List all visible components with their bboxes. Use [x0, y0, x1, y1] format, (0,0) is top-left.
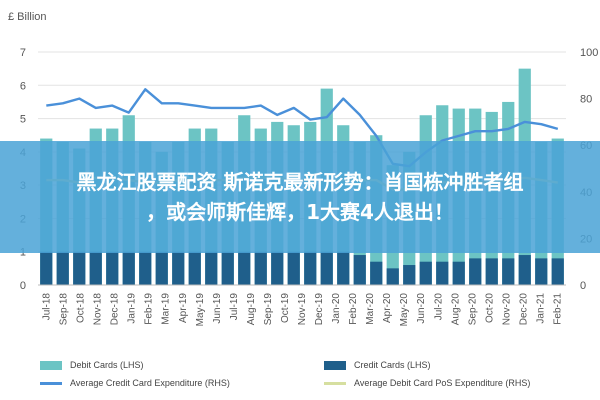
x-tick-label: Oct-19: [280, 293, 291, 323]
bar-credit-cards: [188, 251, 201, 285]
x-tick-label: Jan-19: [127, 293, 138, 324]
x-tick-label: Nov-20: [501, 293, 512, 326]
x-tick-label: Aug-20: [450, 293, 461, 326]
overlay-banner[interactable]: 黑龙江股票配资 斯诺克最新形势：肖国栋冲胜者组 ，或会师斯佳辉，1大赛4人退出！: [0, 141, 600, 253]
bar-credit-cards: [122, 251, 135, 285]
bar-credit-cards: [56, 251, 69, 285]
bar-credit-cards: [73, 251, 86, 285]
x-tick-label: Oct-18: [76, 293, 87, 323]
x-tick-label: Jun-19: [212, 293, 223, 324]
line-avg-credit-expenditure: [46, 88, 559, 168]
x-tick-label: Sep-18: [59, 293, 70, 326]
legend-swatch-avg-credit-expenditure: [40, 381, 62, 385]
y-right-tick-label: 0: [580, 280, 586, 292]
bar-credit-cards: [155, 251, 168, 285]
bar-credit-cards: [353, 255, 366, 285]
x-tick-label: Dec-20: [518, 293, 529, 326]
bar-credit-cards: [172, 251, 185, 285]
bar-credit-cards: [403, 265, 416, 285]
bar-credit-cards: [337, 251, 350, 285]
x-tick-label: Feb-21: [552, 293, 563, 325]
x-tick-label: Apr-19: [178, 293, 189, 323]
bar-credit-cards: [320, 251, 333, 285]
x-tick-label: Mar-20: [365, 293, 376, 325]
x-tick-label: Mar-19: [161, 293, 172, 325]
x-tick-label: Dec-19: [314, 293, 325, 326]
legend-label-credit-cards: Credit Cards (LHS): [354, 360, 431, 370]
bar-credit-cards: [370, 261, 383, 285]
bar-credit-cards: [551, 258, 564, 285]
legend-label-avg-credit-expenditure: Average Credit Card Expenditure (RHS): [70, 378, 230, 388]
bar-credit-cards: [469, 258, 482, 285]
bar-credit-cards: [254, 251, 267, 285]
bar-credit-cards: [452, 261, 465, 285]
bar-credit-cards: [419, 261, 432, 285]
legend-item-avg-credit-expenditure: Average Credit Card Expenditure (RHS): [40, 378, 230, 388]
x-tick-label: Nov-18: [93, 293, 104, 326]
bar-credit-cards: [221, 251, 234, 285]
chart-legend: Debit Cards (LHS) Credit Cards (LHS) Ave…: [0, 348, 600, 400]
x-tick-label: Sep-19: [263, 293, 274, 326]
x-tick-label: Sep-20: [467, 293, 478, 326]
x-tick-label: Jul-19: [229, 293, 240, 321]
y-left-tick-label: 6: [20, 80, 26, 92]
y-left-tick-label: 7: [20, 47, 26, 59]
x-tick-label: Nov-19: [297, 293, 308, 326]
banner-headline-line-2: ，或会师斯佳辉，1大赛4人退出！: [146, 200, 454, 224]
x-tick-label: Dec-18: [110, 293, 121, 326]
bar-credit-cards: [205, 251, 218, 285]
bar-credit-cards: [485, 258, 498, 285]
legend-swatch-debit-cards: [40, 360, 62, 370]
legend-label-avg-debit-pos-expenditure: Average Debit Card PoS Expenditure (RHS): [354, 378, 531, 388]
y-right-tick-label: 100: [580, 47, 598, 59]
x-tick-label: Jan-21: [535, 293, 546, 324]
bar-credit-cards: [502, 258, 515, 285]
x-tick-label: May-19: [195, 293, 206, 327]
bar-credit-cards: [89, 251, 102, 285]
x-tick-label: Feb-19: [144, 293, 155, 325]
unit-label: £ Billion: [8, 11, 47, 23]
x-tick-label: May-20: [399, 293, 410, 327]
legend-label-debit-cards: Debit Cards (LHS): [70, 360, 144, 370]
x-tick-label: Jan-20: [331, 293, 342, 324]
bar-credit-cards: [40, 251, 53, 285]
bar-credit-cards: [271, 251, 284, 285]
x-tick-label: Oct-20: [484, 293, 495, 323]
x-tick-label: Jul-18: [42, 293, 53, 321]
legend-swatch-avg-debit-pos-expenditure: [324, 381, 346, 385]
bar-credit-cards: [436, 261, 449, 285]
bar-credit-cards: [518, 255, 531, 285]
legend-item-avg-debit-pos-expenditure: Average Debit Card PoS Expenditure (RHS): [324, 378, 530, 388]
bar-credit-cards: [535, 258, 548, 285]
legend-item-debit-cards: Debit Cards (LHS): [40, 360, 144, 370]
bar-credit-cards: [106, 251, 119, 285]
y-left-tick-label: 5: [20, 114, 26, 126]
legend-item-credit-cards: Credit Cards (LHS): [324, 360, 431, 370]
banner-headline-line-1: 黑龙江股票配资 斯诺克最新形势：肖国栋冲胜者组: [76, 170, 524, 194]
y-left-tick-label: 0: [20, 280, 26, 292]
legend-swatch-credit-cards: [324, 360, 346, 370]
x-tick-label: Jun-20: [416, 293, 427, 324]
bar-credit-cards: [287, 251, 300, 285]
bar-credit-cards: [139, 251, 152, 285]
x-tick-label: Aug-19: [246, 293, 257, 326]
bar-credit-cards: [238, 251, 251, 285]
x-tick-label: Jul-20: [433, 293, 444, 321]
x-tick-label: Feb-20: [348, 293, 359, 325]
bar-credit-cards: [386, 268, 399, 285]
bar-credit-cards: [304, 251, 317, 285]
x-tick-label: Apr-20: [382, 293, 393, 323]
y-right-tick-label: 80: [580, 94, 592, 106]
